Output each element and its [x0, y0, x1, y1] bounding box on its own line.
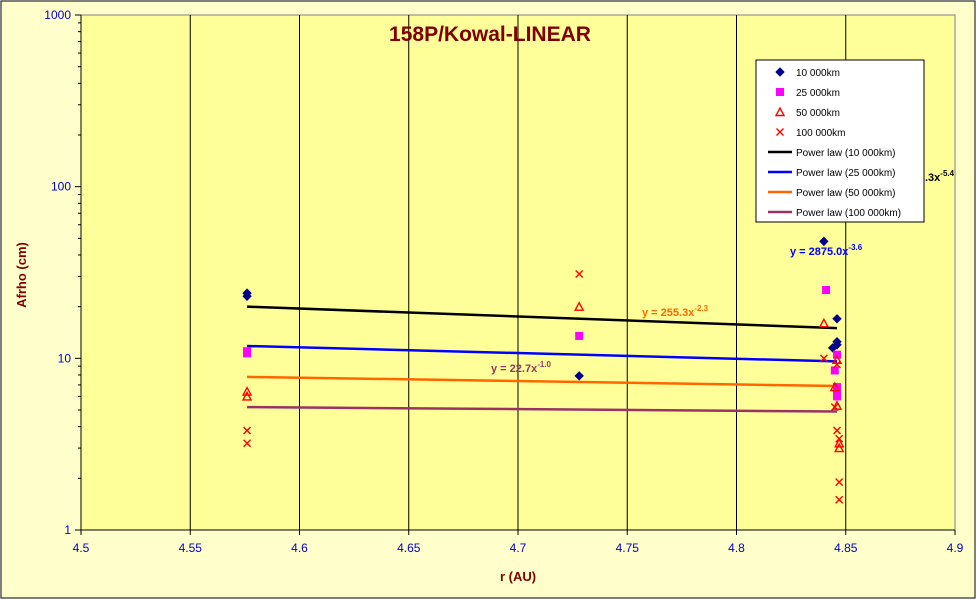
data-point-series-1 — [822, 286, 831, 295]
x-tick-label: 4.75 — [616, 541, 640, 555]
equation-label-100000km: y = 22.7x-1.0 — [491, 360, 552, 375]
data-point-series-1 — [833, 392, 842, 401]
legend-label: Power law (10 000km) — [796, 148, 895, 159]
legend-label: 100 000km — [796, 128, 845, 139]
chart-title: 158P/Kowal-LINEAR — [389, 23, 591, 46]
legend-label: 10 000km — [796, 68, 840, 79]
data-point-series-2 — [241, 390, 253, 401]
data-points — [241, 236, 845, 504]
data-point-series-3 — [243, 426, 252, 435]
x-tick-label: 4.7 — [510, 541, 527, 555]
x-tick-label: 4.9 — [947, 541, 964, 555]
legend-label: Power law (50 000km) — [796, 188, 895, 199]
legend-marker-1 — [776, 88, 784, 96]
legend-label: Power law (100 000km) — [796, 208, 901, 219]
data-point-series-0 — [827, 343, 838, 353]
legend-marker-0 — [775, 67, 785, 77]
equation-label-10000km: .3x-5.4 — [925, 169, 955, 184]
data-point-series-3 — [830, 403, 839, 412]
trendline-3 — [247, 405, 838, 413]
x-tick-label: 4.5 — [73, 541, 90, 555]
data-point-series-2 — [574, 301, 585, 311]
x-tick-label: 4.6 — [291, 541, 308, 555]
data-point-series-2 — [818, 317, 830, 328]
x-tick-label: 4.65 — [397, 541, 421, 555]
data-point-series-0 — [832, 314, 842, 324]
data-point-series-0 — [574, 371, 584, 381]
legend-label: 25 000km — [796, 88, 840, 99]
data-point-series-2 — [831, 354, 843, 365]
data-point-series-0 — [242, 291, 252, 301]
x-tick-label: 4.85 — [834, 541, 858, 555]
data-point-series-3 — [835, 495, 844, 504]
data-point-series-2 — [241, 386, 253, 396]
y-tick-label: 100 — [51, 180, 71, 194]
y-tick-label: 1000 — [44, 8, 71, 22]
trendline-2 — [247, 375, 838, 388]
y-tick-label: 10 — [58, 351, 72, 365]
equation-label-25000km: y = 2875.0x-3.6 — [790, 243, 863, 258]
data-point-series-3 — [833, 360, 842, 369]
data-point-series-3 — [575, 269, 584, 278]
y-axis-label: Afrho (cm) — [14, 242, 29, 308]
equation-label-50000km: y = 255.3x-2.3 — [642, 304, 709, 319]
x-tick-label: 4.8 — [728, 541, 745, 555]
data-point-series-0 — [819, 236, 829, 247]
axes: 4.5 4.55 4.6 4.65 4.7 4.75 4.8 4.85 4.9 1 10 100 100… — [44, 8, 963, 555]
data-point-series-3 — [835, 478, 844, 487]
data-point-series-1 — [830, 366, 839, 375]
legend-box — [755, 59, 925, 223]
data-point-series-1 — [575, 331, 584, 340]
x-tick-label: 4.55 — [179, 541, 203, 555]
x-axis-label: r (AU) — [500, 569, 536, 584]
data-point-series-2 — [834, 437, 845, 448]
legend-label: Power law (25 000km) — [796, 168, 895, 179]
data-point-series-3 — [835, 434, 844, 443]
data-point-series-3 — [819, 354, 828, 363]
legend-marker-2 — [774, 106, 786, 117]
legend-marker-3 — [776, 128, 784, 136]
data-point-series-1 — [243, 349, 252, 358]
data-point-series-2 — [829, 381, 840, 392]
legend: 10 000km 25 000km 50 000km 100 000km Power l… — [755, 59, 925, 223]
data-point-series-3 — [833, 426, 842, 435]
trendlines — [247, 305, 838, 413]
data-point-series-2 — [834, 442, 845, 453]
trendline-0 — [247, 305, 838, 330]
legend-label: 50 000km — [796, 108, 840, 119]
data-point-series-3 — [243, 439, 252, 448]
y-tick-label: 1 — [64, 523, 71, 537]
trendline-1 — [247, 344, 838, 363]
